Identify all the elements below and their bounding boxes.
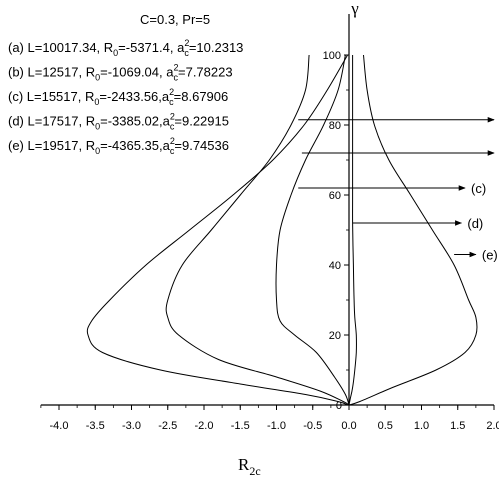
legend-sub0: 0 <box>95 146 100 156</box>
legend-pre: (d) L=17517, R <box>8 114 95 129</box>
legend-sub0: 0 <box>95 73 100 83</box>
x-axis-label: R2c <box>238 455 261 478</box>
y-tick-label: 60 <box>329 190 341 202</box>
curve-b <box>165 54 350 406</box>
legend-pre: (a) L=10017.34, R <box>8 40 113 55</box>
legend-mid: =-4365.35,a <box>100 138 171 153</box>
curve-label-e: (e) <box>482 248 498 263</box>
y-axis-label: γ <box>350 0 359 18</box>
x-tick-label: -3.0 <box>122 420 141 432</box>
curve-d <box>348 55 357 406</box>
x-axis-label-sub: 2c <box>249 464 260 478</box>
x-tick-label: -2.5 <box>158 420 177 432</box>
legend-sub1: c <box>184 48 189 58</box>
y-tick-label: 80 <box>329 120 341 132</box>
legend-sup: 2 <box>173 63 178 73</box>
curve-label-d: (d) <box>467 216 483 231</box>
curves <box>86 54 478 406</box>
legend-sub1: c <box>170 122 175 132</box>
curve-a <box>86 54 349 406</box>
legend-sup: 2 <box>169 87 174 97</box>
x-tick-label: -4.0 <box>50 420 69 432</box>
legend-entry-b: (b) L=12517, R0=-1069.04, a2 c=7.78223 <box>8 63 233 83</box>
y-tick-label: 40 <box>329 260 341 272</box>
legend-sub1: c <box>169 97 174 107</box>
legend-entry-d: (d) L=17517, R0=-3385.02,a2 c=9.22915 <box>8 112 229 132</box>
legend-sub1: c <box>170 146 175 156</box>
legend-entry-e: (e) L=19517, R0=-4365.35,a2 c=9.74536 <box>8 136 229 156</box>
legend-mid: =-5371.4, a <box>118 40 185 55</box>
arrows <box>298 116 495 258</box>
legend-post: =9.74536 <box>174 138 229 153</box>
legend-post: =9.22915 <box>174 114 229 129</box>
legend-mid: =-1069.04, a <box>100 65 174 80</box>
x-tick-label: -2.0 <box>195 420 214 432</box>
y-origin-label: 0 <box>336 400 342 412</box>
legend-sup: 2 <box>170 136 175 146</box>
x-tick-label: 0.0 <box>341 420 356 432</box>
legend-sub1: c <box>174 73 179 83</box>
x-axis-label-main: R <box>238 455 250 474</box>
labels: -4.0 -3.5 -3.0 -2.5 -2.0 -1.5 -1.0 -0.5 0.0 0.5 1.… <box>8 0 499 478</box>
x-tick-label: 1.0 <box>414 420 429 432</box>
legend-pre: (e) L=19517, R <box>8 138 95 153</box>
legend-post: =7.78223 <box>178 65 233 80</box>
curve-c <box>275 54 350 406</box>
legend-pre: (b) L=12517, R <box>8 65 95 80</box>
legend-entry-a: (a) L=10017.34, R0=-5371.4, a2 c=10.2313 <box>8 38 243 58</box>
y-tick-label: 100 <box>323 50 341 62</box>
legend-sub0: 0 <box>95 122 100 132</box>
legend-entry-c: (c) L=15517, R0=-2433.56,a2 c=8.67906 <box>8 87 228 107</box>
axes <box>40 14 495 410</box>
x-tick-label: -0.5 <box>303 420 322 432</box>
y-tick-label: 20 <box>329 330 341 342</box>
legend-post: =8.67906 <box>174 89 229 104</box>
chart-title: C=0.3, Pr=5 <box>140 12 210 27</box>
legend-post: =10.2313 <box>189 40 244 55</box>
x-tick-label: 1.5 <box>450 420 465 432</box>
legend-pre: (c) L=15517, R <box>8 89 94 104</box>
x-tick-label: -3.5 <box>86 420 105 432</box>
legend-sup: 2 <box>170 112 175 122</box>
curve-label-c: (c) <box>471 181 486 196</box>
curve-e <box>348 54 478 406</box>
legend-sub0: 0 <box>94 97 99 107</box>
x-tick-label: 0.5 <box>378 420 393 432</box>
x-tick-label: -1.5 <box>231 420 250 432</box>
x-tick-label: -1.0 <box>267 420 286 432</box>
x-tick-label: 2.0 <box>486 420 499 432</box>
legend-mid: =-3385.02,a <box>100 114 171 129</box>
legend-mid: =-2433.56,a <box>99 89 170 104</box>
legend-sub0: 0 <box>113 48 118 58</box>
legend-sup: 2 <box>184 38 189 48</box>
